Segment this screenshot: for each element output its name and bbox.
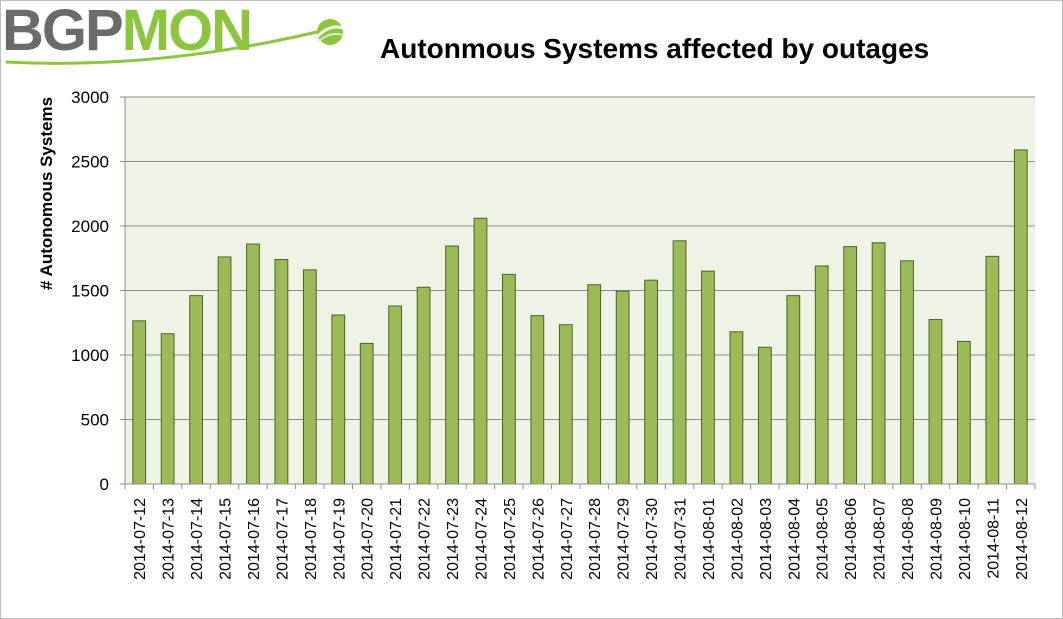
- x-tick-label: 2014-07-29: [616, 498, 633, 580]
- bar: [302, 269, 317, 485]
- x-tick-label: 2014-07-18: [303, 498, 320, 580]
- bar: [416, 286, 431, 485]
- x-tick-label: 2014-07-27: [559, 498, 576, 580]
- bar: [331, 314, 346, 485]
- bar: [274, 259, 289, 485]
- x-tick-label: 2014-08-03: [758, 498, 775, 580]
- logo-bgp-text: BGP: [2, 0, 124, 63]
- bar: [160, 333, 175, 485]
- bar: [701, 270, 715, 485]
- x-tick-label: 2014-07-20: [360, 498, 377, 580]
- x-tick-label: 2014-08-11: [985, 498, 1002, 579]
- bar: [843, 246, 858, 485]
- bar: [615, 290, 630, 485]
- bar: [985, 255, 1000, 485]
- x-tick-label: 2014-08-12: [1014, 498, 1031, 580]
- x-tick-label: 2014-07-26: [530, 498, 547, 580]
- bar: [900, 260, 914, 485]
- x-tick-label: 2014-07-25: [502, 498, 519, 580]
- x-tick-label: 2014-08-02: [729, 498, 746, 580]
- bar: [871, 242, 886, 485]
- x-tick-label: 2014-08-01: [701, 498, 718, 580]
- bar: [587, 284, 602, 485]
- x-tick-label: 2014-07-15: [218, 498, 235, 580]
- x-tick-label: 2014-08-10: [957, 498, 974, 580]
- y-tick-label: 0: [100, 475, 109, 494]
- bar: [957, 340, 971, 485]
- bar: [217, 256, 232, 485]
- bar: [814, 265, 829, 485]
- y-tick-label: 1500: [71, 282, 109, 301]
- x-tick-label: 2014-07-22: [417, 498, 434, 580]
- bar: [132, 320, 147, 485]
- bar: [672, 240, 687, 485]
- bar: [502, 273, 516, 485]
- bar: [757, 346, 772, 485]
- x-tick-label: 2014-08-06: [843, 498, 860, 580]
- bar: [558, 324, 573, 485]
- logo-mon-text: MON: [121, 0, 253, 63]
- bar: [388, 305, 403, 485]
- x-tick-label: 2014-07-12: [132, 498, 149, 580]
- x-tick-label: 2014-07-21: [388, 498, 405, 580]
- y-tick-label: 500: [81, 411, 109, 430]
- logo-wordmark: BGPMON: [2, 0, 253, 63]
- chart-title: Autonmous Systems affected by outages: [380, 33, 930, 64]
- y-tick-label: 3000: [71, 88, 109, 107]
- x-tick-label: 2014-07-23: [445, 498, 462, 580]
- x-tick-label: 2014-07-31: [673, 498, 690, 580]
- x-tick-label: 2014-08-08: [900, 498, 917, 580]
- x-tick-label: 2014-07-14: [189, 498, 206, 580]
- bar: [445, 245, 459, 485]
- bar: [189, 295, 203, 485]
- x-tick-label: 2014-07-19: [331, 498, 348, 580]
- x-tick-label: 2014-08-05: [815, 498, 832, 580]
- x-tick-label: 2014-08-09: [928, 498, 945, 580]
- x-tick-label: 2014-07-17: [274, 498, 291, 580]
- bar: [729, 331, 744, 485]
- bar: [359, 342, 374, 485]
- y-tick-label: 2000: [71, 217, 109, 236]
- bar: [644, 279, 658, 485]
- bar: [1013, 149, 1028, 485]
- x-tick-label: 2014-07-13: [161, 498, 178, 580]
- y-tick-label: 2500: [71, 153, 109, 172]
- x-tick-label: 2014-07-28: [587, 498, 604, 580]
- bar: [530, 315, 545, 485]
- bar: [928, 319, 943, 485]
- x-tick-label: 2014-08-04: [786, 498, 803, 580]
- x-tick-label: 2014-07-16: [246, 498, 263, 580]
- y-tick-label: 1000: [71, 346, 109, 365]
- bar: [473, 217, 488, 485]
- x-tick-label: 2014-07-24: [473, 498, 490, 580]
- bar: [246, 243, 260, 485]
- x-tick-label: 2014-08-07: [872, 498, 889, 580]
- bgpmon-logo: BGPMON: [0, 0, 360, 70]
- x-tick-label: 2014-07-30: [644, 498, 661, 580]
- bar: [786, 295, 801, 485]
- logo-swoosh: [5, 19, 344, 65]
